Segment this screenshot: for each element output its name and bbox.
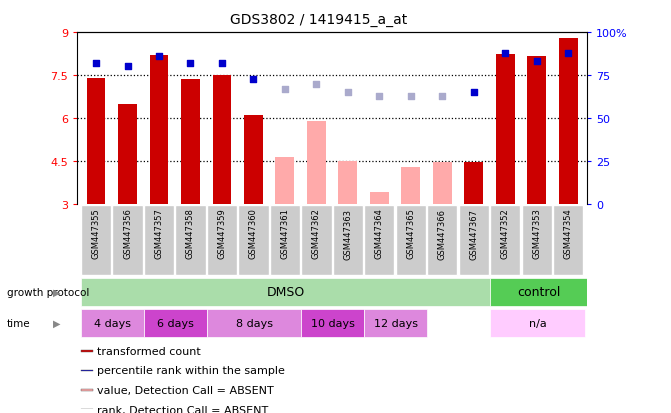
Bar	[113, 206, 143, 275]
Text: time: time	[7, 318, 30, 328]
Bar	[81, 309, 144, 337]
Point	[405, 93, 416, 100]
Bar	[207, 206, 237, 275]
Text: GSM447358: GSM447358	[186, 208, 195, 259]
Bar	[464, 163, 483, 204]
Text: rank, Detection Call = ABSENT: rank, Detection Call = ABSENT	[97, 405, 268, 413]
Bar	[491, 278, 587, 306]
Point	[468, 90, 479, 96]
Bar	[364, 309, 427, 337]
Text: GSM447356: GSM447356	[123, 208, 132, 259]
Bar	[459, 206, 489, 275]
Text: n/a: n/a	[529, 318, 546, 328]
Text: GSM447361: GSM447361	[280, 208, 289, 259]
Point	[154, 54, 164, 60]
Bar	[338, 161, 358, 204]
Point	[374, 93, 384, 100]
Point	[563, 50, 574, 57]
Point	[531, 59, 542, 66]
Bar	[81, 370, 93, 372]
Bar	[81, 350, 93, 352]
Bar	[333, 206, 363, 275]
Text: GSM447364: GSM447364	[375, 208, 384, 259]
Bar	[213, 76, 231, 204]
Bar	[559, 39, 578, 204]
Bar	[81, 389, 93, 391]
Bar	[427, 206, 458, 275]
Text: GSM447360: GSM447360	[249, 208, 258, 259]
Bar	[521, 206, 552, 275]
Bar	[491, 206, 521, 275]
Point	[311, 81, 322, 88]
Bar	[307, 121, 326, 204]
Bar	[87, 79, 105, 204]
Bar	[527, 57, 546, 204]
Bar	[270, 206, 300, 275]
Text: transformed count: transformed count	[97, 346, 201, 356]
Text: GSM447362: GSM447362	[312, 208, 321, 259]
Text: GSM447359: GSM447359	[217, 208, 227, 259]
Bar	[81, 278, 491, 306]
Bar	[181, 80, 200, 204]
Bar	[553, 206, 583, 275]
Text: GSM447367: GSM447367	[469, 208, 478, 259]
Text: percentile rank within the sample: percentile rank within the sample	[97, 366, 285, 375]
Text: 6 days: 6 days	[157, 318, 194, 328]
Text: 10 days: 10 days	[311, 318, 355, 328]
Point	[91, 61, 101, 67]
Text: ▶: ▶	[53, 318, 61, 328]
Bar	[276, 157, 295, 204]
Bar	[238, 206, 268, 275]
Text: GSM447354: GSM447354	[564, 208, 573, 259]
Text: value, Detection Call = ABSENT: value, Detection Call = ABSENT	[97, 385, 274, 395]
Bar	[81, 409, 93, 411]
Bar	[401, 167, 420, 204]
Text: control: control	[517, 286, 560, 299]
Point	[500, 50, 511, 57]
Text: GDS3802 / 1419415_a_at: GDS3802 / 1419415_a_at	[230, 13, 407, 27]
Point	[122, 64, 133, 71]
Bar	[370, 193, 389, 204]
Point	[248, 76, 259, 83]
Bar	[175, 206, 205, 275]
Bar	[433, 163, 452, 204]
Text: GSM447363: GSM447363	[344, 208, 352, 259]
Text: GSM447352: GSM447352	[501, 208, 510, 259]
Point	[342, 90, 353, 96]
Bar	[144, 309, 207, 337]
Bar	[244, 116, 263, 204]
Point	[185, 61, 196, 67]
Bar	[496, 55, 515, 204]
Text: GSM447366: GSM447366	[437, 208, 447, 259]
Text: GSM447357: GSM447357	[154, 208, 164, 259]
Point	[437, 93, 448, 100]
Text: ▶: ▶	[53, 287, 61, 297]
Text: GSM447355: GSM447355	[91, 208, 101, 259]
Bar	[118, 104, 137, 204]
Bar	[396, 206, 426, 275]
Text: 12 days: 12 days	[374, 318, 418, 328]
Bar	[150, 56, 168, 204]
Bar	[491, 309, 584, 337]
Text: 4 days: 4 days	[94, 318, 131, 328]
Bar	[301, 206, 331, 275]
Text: GSM447353: GSM447353	[532, 208, 541, 259]
Bar	[207, 309, 301, 337]
Bar	[364, 206, 395, 275]
Bar	[301, 309, 364, 337]
Text: DMSO: DMSO	[266, 286, 305, 299]
Bar	[144, 206, 174, 275]
Text: GSM447365: GSM447365	[407, 208, 415, 259]
Point	[280, 86, 291, 93]
Bar	[81, 206, 111, 275]
Point	[217, 61, 227, 67]
Text: growth protocol: growth protocol	[7, 287, 89, 297]
Text: 8 days: 8 days	[236, 318, 272, 328]
